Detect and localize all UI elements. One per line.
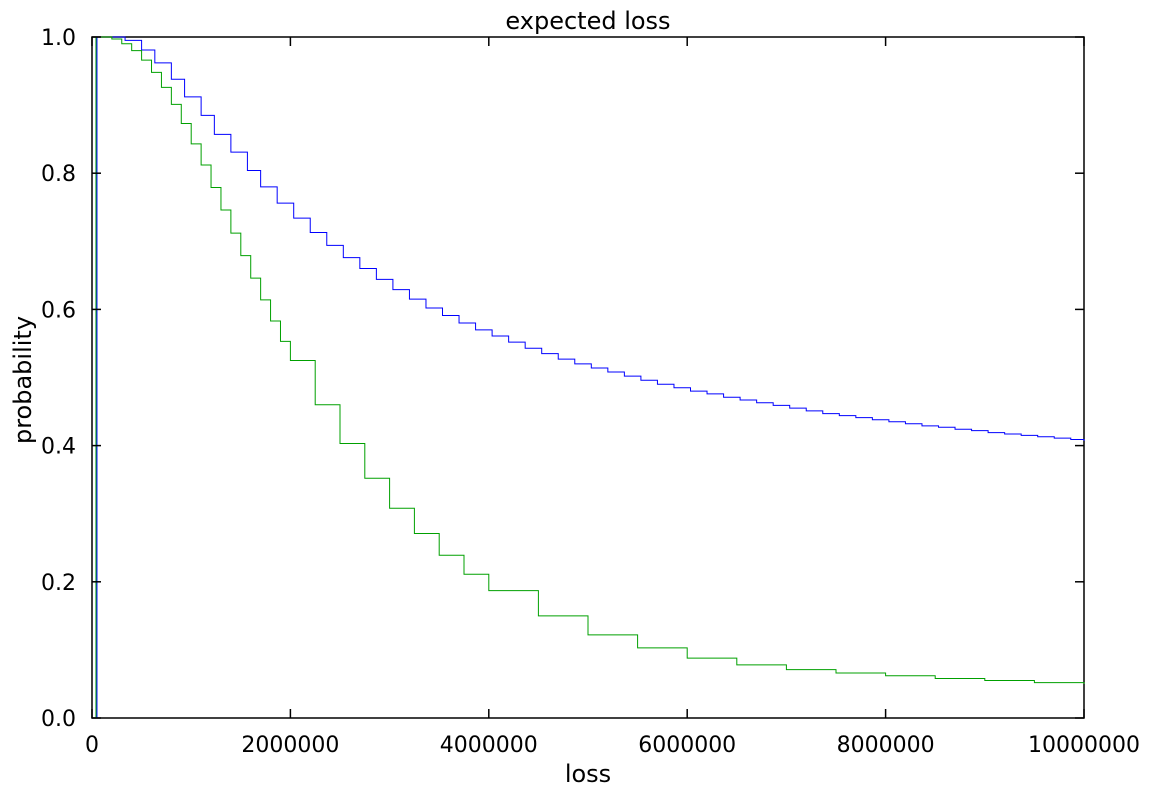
y-tick-label-1: 0.2 — [41, 571, 76, 596]
chart-title: expected loss — [505, 7, 670, 35]
y-tick-label-4: 0.8 — [41, 162, 76, 187]
x-tick-label-4: 8000000 — [837, 733, 935, 758]
y-tick-label-3: 0.6 — [41, 298, 76, 323]
x-tick-label-2: 4000000 — [440, 733, 538, 758]
x-tick-label-1: 2000000 — [241, 733, 339, 758]
series-layer — [92, 36, 1085, 719]
y-axis-label: probability — [9, 316, 37, 444]
x-tick-label-5: 10000000 — [1028, 733, 1140, 758]
x-tick-label-0: 0 — [85, 733, 99, 758]
x-axis-label: loss — [565, 760, 611, 788]
tick-layer: 0 2000000 4000000 6000000 8000000 10000000 0.0… — [41, 26, 1140, 758]
series-line-1 — [92, 36, 1085, 719]
series-line-0 — [92, 36, 1085, 719]
plot-frame — [91, 36, 1085, 719]
y-tick-label-0: 0.0 — [41, 707, 76, 732]
y-tick-label-5: 1.0 — [41, 26, 76, 51]
x-tick-label-3: 6000000 — [638, 733, 736, 758]
y-tick-label-2: 0.4 — [41, 435, 76, 460]
